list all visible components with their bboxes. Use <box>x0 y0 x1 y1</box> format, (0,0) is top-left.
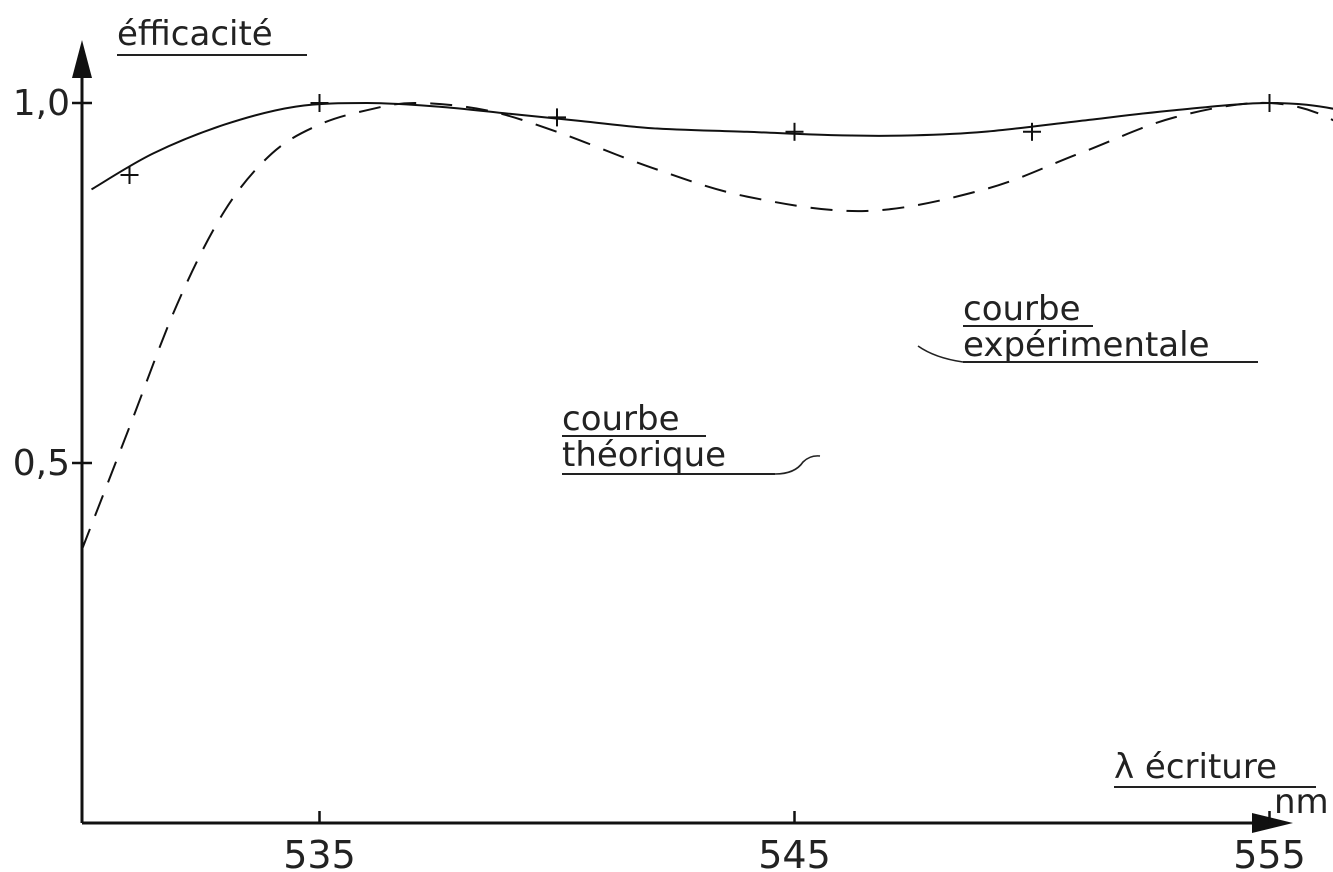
annotation-experimental-line2: expérimentale <box>963 325 1209 365</box>
series-theoretical-line <box>81 101 1333 550</box>
experimental-point <box>548 108 566 127</box>
experimental-point <box>1260 94 1279 112</box>
annotation-theoretical-line1: courbe <box>562 399 680 439</box>
x-tick-label: 545 <box>758 833 831 872</box>
x-tick-label: 535 <box>283 833 356 872</box>
x-axis-arrowhead <box>1252 813 1293 833</box>
y-axis-arrowhead <box>72 40 92 78</box>
y-axis-title: éfficacité <box>117 14 273 54</box>
annotation-experimental-line1: courbe <box>963 289 1081 329</box>
annotation-theoretical-line2: théorique <box>562 435 726 475</box>
experimental-point <box>1023 122 1041 141</box>
experimental-point <box>120 166 139 184</box>
x-axis-unit: nm <box>1274 782 1329 822</box>
x-axis-title: λ écriture <box>1114 747 1277 787</box>
experimental-point <box>310 94 329 112</box>
y-tick-label: 1,0 <box>13 83 70 124</box>
experimental-point <box>785 122 804 141</box>
annotation-theoretical-leader <box>774 455 821 475</box>
y-tick-label: 0,5 <box>13 443 70 484</box>
annotation-experimental-leader <box>917 345 964 363</box>
x-tick-label: 555 <box>1233 833 1306 872</box>
